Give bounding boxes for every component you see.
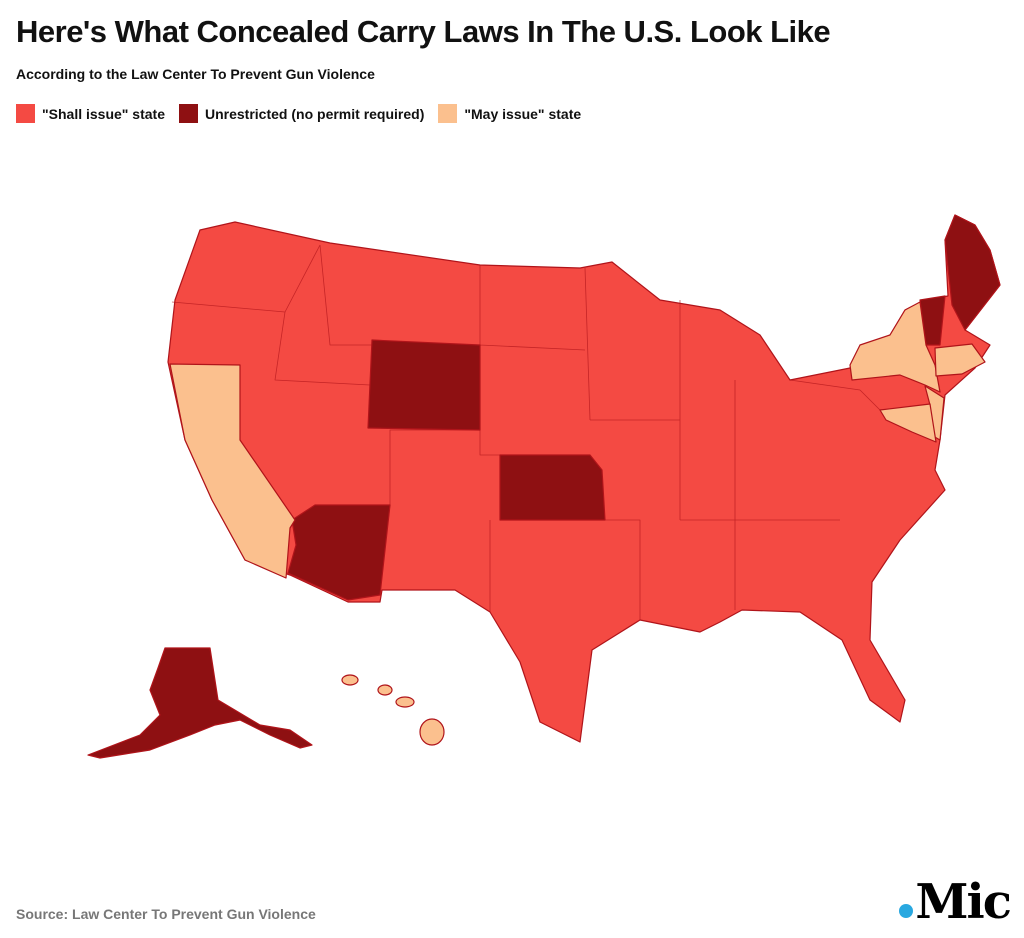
state-maine-unrestricted bbox=[944, 214, 1001, 331]
state-alaska-unrestricted bbox=[87, 647, 313, 759]
state-kansas-unrestricted bbox=[499, 454, 606, 521]
state-maryland-delaware-may-issue bbox=[879, 403, 937, 443]
source-note: Source: Law Center To Prevent Gun Violen… bbox=[16, 906, 316, 922]
legend: "Shall issue" state Unrestricted (no per… bbox=[16, 104, 581, 123]
mic-logo: Mic bbox=[899, 874, 1012, 930]
legend-item-unrestricted: Unrestricted (no permit required) bbox=[179, 104, 424, 123]
legend-label: "Shall issue" state bbox=[42, 105, 165, 122]
state-wyoming-unrestricted bbox=[367, 339, 481, 431]
legend-swatch bbox=[179, 104, 198, 123]
legend-item-may-issue: "May issue" state bbox=[438, 104, 581, 123]
logo-dot-icon bbox=[899, 904, 914, 918]
state-hawaii-may-issue bbox=[341, 674, 445, 746]
state-california-may-issue bbox=[169, 363, 296, 579]
legend-label: Unrestricted (no permit required) bbox=[205, 105, 425, 122]
legend-item-shall-issue: "Shall issue" state bbox=[16, 104, 165, 123]
legend-label: "May issue" state bbox=[464, 105, 582, 122]
page-title: Here's What Concealed Carry Laws In The … bbox=[16, 14, 831, 49]
state-massachusetts-connecticut-may-issue bbox=[934, 343, 986, 377]
subtitle: According to the Law Center To Prevent G… bbox=[16, 66, 375, 82]
state-arizona-unrestricted bbox=[287, 504, 391, 601]
legend-swatch bbox=[438, 104, 458, 123]
legend-swatch bbox=[16, 104, 35, 123]
state-new-york-may-issue bbox=[849, 301, 941, 393]
logo-text: Mic bbox=[915, 874, 1012, 930]
